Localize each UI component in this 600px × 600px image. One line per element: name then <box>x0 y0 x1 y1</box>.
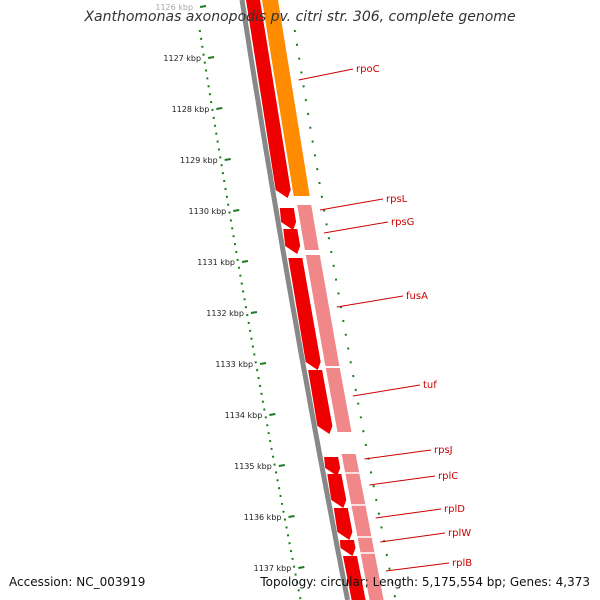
gene-label-rpsJ: rpsJ <box>434 445 453 456</box>
ruler-tick-label: 1133 kbp <box>215 360 253 369</box>
gene-rpoC-strong <box>246 0 291 198</box>
ruler-tick <box>288 515 295 518</box>
gene-label-rpsG: rpsG <box>391 217 414 228</box>
gene-rplC-strong <box>327 474 347 508</box>
gene-rpsL-rpsG-band <box>297 205 319 250</box>
gene-rplB-strong <box>343 556 366 600</box>
gene-tuf-band <box>325 368 352 432</box>
ruler-tick <box>259 362 267 365</box>
ruler-tick-label: 1134 kbp <box>225 411 263 420</box>
gene-leader-line <box>336 295 404 308</box>
gene-rpoC-band <box>262 0 310 196</box>
ruler-tick-label: 1126 kbp <box>155 3 193 12</box>
gene-rpsG-strong <box>283 229 301 254</box>
ruler-tick <box>207 56 215 59</box>
ruler-tick <box>250 311 258 314</box>
gene-leader-line <box>352 384 421 397</box>
gene-rpsJ-strong <box>324 457 341 476</box>
ruler-tick-label: 1131 kbp <box>197 258 235 267</box>
gene-leader-line <box>364 449 432 460</box>
gene-label-fusA: fusA <box>406 291 428 302</box>
backbone-line <box>239 0 351 600</box>
gene-ribosomal-band <box>341 454 384 600</box>
gene-label-rplC: rplC <box>438 471 458 482</box>
gene-label-rpoC: rpoC <box>356 64 380 75</box>
ruler-tick <box>216 107 223 110</box>
gene-fusA-strong <box>288 258 321 370</box>
gene-leader-line <box>298 68 354 81</box>
accession-text: Accession: NC_003919 <box>9 575 146 589</box>
ruler-tick-label: 1135 kbp <box>234 462 272 471</box>
ruler-tick-label: 1127 kbp <box>163 54 201 63</box>
gene-fusA-band <box>305 255 340 366</box>
gene-rplD-strong <box>333 508 353 540</box>
gene-label-rplW: rplW <box>448 528 471 539</box>
gene-label-tuf: tuf <box>423 380 437 391</box>
gene-tuf-strong <box>308 370 333 434</box>
gene-label-rplB: rplB <box>452 558 472 569</box>
ruler-line <box>198 29 302 600</box>
gene-leader-line <box>375 508 442 519</box>
gene-leader-line <box>323 221 389 234</box>
ruler-tick <box>224 158 231 161</box>
ruler-tick <box>233 209 240 212</box>
ruler-tick-label: 1128 kbp <box>172 105 210 114</box>
ruler-tick <box>269 413 276 416</box>
gene-leader-line <box>380 532 446 543</box>
ruler-tick <box>241 260 249 263</box>
ruler-tick-label: 1137 kbp <box>254 564 292 573</box>
gene-rpsL-strong <box>279 208 297 230</box>
gene-leader-line <box>369 475 436 486</box>
gene-leader-line <box>385 562 450 572</box>
ruler-tick <box>298 566 305 569</box>
ruler-tick <box>278 464 285 467</box>
ruler-tick-label: 1136 kbp <box>244 513 282 522</box>
map-title: Xanthomonas axonopodis pv. citri str. 30… <box>84 9 516 25</box>
ruler-tick-label: 1130 kbp <box>189 207 227 216</box>
ruler-tick-label: 1132 kbp <box>206 309 244 318</box>
gene-rplW-strong <box>339 540 356 556</box>
ruler-tick <box>199 5 207 8</box>
gene-label-rpsL: rpsL <box>386 194 408 205</box>
genome-summary-text: Topology: circular; Length: 5,175,554 bp… <box>260 575 590 589</box>
gene-leader-line <box>320 198 384 211</box>
gene-label-rplD: rplD <box>444 504 465 515</box>
ruler-tick-label: 1129 kbp <box>180 156 218 165</box>
